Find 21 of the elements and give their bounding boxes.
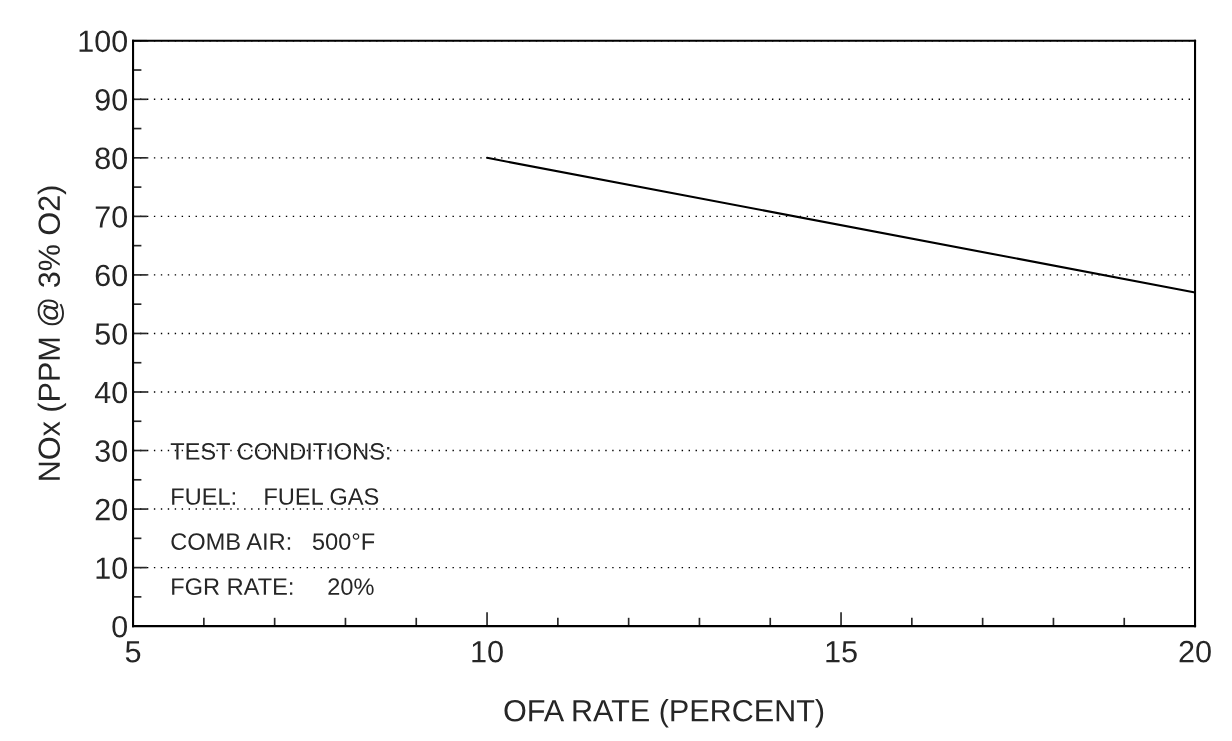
x-tick-label: 20 xyxy=(1179,640,1211,663)
y-axis-title: NOx (PPM @ 3% O2) xyxy=(37,186,67,480)
y-tick-label: 60 xyxy=(95,264,127,287)
x-tick-label: 5 xyxy=(125,641,141,663)
annotation: TEST CONDITIONS: xyxy=(170,443,390,460)
y-tick-label: 20 xyxy=(95,498,127,521)
annotation: FUEL: FUEL GAS xyxy=(172,488,379,505)
y-tick-label: 100 xyxy=(79,30,127,53)
y-tick-label: 0 xyxy=(112,615,127,638)
y-tick-label: 40 xyxy=(94,381,127,404)
y-tick-label: 30 xyxy=(95,440,127,462)
y-tick-label: 50 xyxy=(95,323,127,345)
annotation: COMB AIR: 500°F xyxy=(171,533,375,550)
x-axis-title: OFA RATE (PERCENT) xyxy=(504,699,824,728)
y-tick-label: 70 xyxy=(95,206,127,228)
y-tick-label: 90 xyxy=(95,89,127,111)
x-tick-label: 15 xyxy=(826,641,857,663)
y-tick-label: 80 xyxy=(95,147,127,170)
y-tick-label: 10 xyxy=(96,557,127,579)
x-tick-label: 10 xyxy=(472,640,503,663)
annotation: FGR RATE: 20% xyxy=(172,578,374,596)
